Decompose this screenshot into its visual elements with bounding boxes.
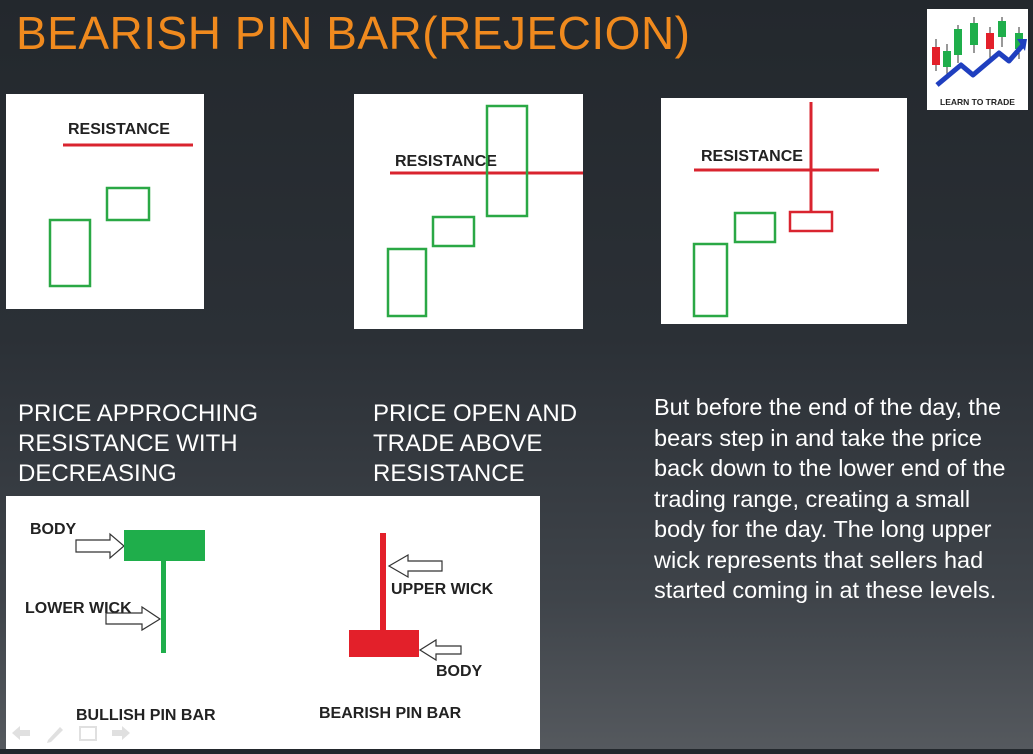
back-arrow-icon[interactable]	[12, 726, 30, 740]
bullish-body-label: BODY	[30, 521, 77, 538]
candle-3	[485, 104, 529, 218]
description-text: But before the end of the day, the bears…	[654, 394, 1006, 603]
candle-2	[431, 215, 476, 248]
caption-above: PRICE OPEN AND TRADE ABOVE RESISTANCE	[373, 400, 578, 487]
resistance-label: RESISTANCE	[68, 121, 170, 138]
logo-text: LEARN TO TRADE	[940, 97, 1015, 107]
bearish-body-label: BODY	[436, 663, 483, 680]
arrow-right-icon	[105, 605, 162, 632]
arrow-left-icon	[418, 638, 462, 662]
candle-1	[692, 242, 729, 318]
panel-approaching-resistance: RESISTANCE	[6, 94, 204, 309]
bullish-title: BULLISH PIN BAR	[76, 707, 216, 724]
bearish-upper-wick	[380, 533, 386, 631]
bearish-wick-label: UPPER WICK	[391, 581, 494, 598]
bearish-title: BEARISH PIN BAR	[319, 705, 462, 722]
slideshow-controls	[8, 722, 138, 744]
panel-rejection: RESISTANCE	[661, 98, 907, 324]
bullish-lower-wick	[161, 561, 166, 653]
caption-approaching: PRICE APPROCHING RESISTANCE WITH DECREAS…	[18, 400, 259, 487]
candle-1	[48, 218, 92, 288]
pin-bar-diagram: BODY LOWER WICK BULLISH PIN BAR UPPER WI…	[6, 496, 540, 749]
learn-to-trade-logo: LEARN TO TRADE	[927, 9, 1028, 110]
pen-icon[interactable]	[47, 727, 63, 743]
panel-above-resistance: RESISTANCE	[354, 94, 583, 329]
menu-icon[interactable]	[79, 726, 97, 741]
slide-title: BEARISH PIN BAR(REJECION)	[16, 7, 691, 59]
arrow-left-icon	[387, 553, 443, 579]
resistance-label: RESISTANCE	[395, 153, 497, 170]
forward-arrow-icon[interactable]	[112, 726, 130, 740]
resistance-label: RESISTANCE	[701, 148, 803, 165]
arrow-right-icon	[75, 532, 125, 560]
candle-2	[105, 186, 151, 222]
candle-2	[733, 211, 777, 244]
candlestick-logo-icon	[932, 17, 1027, 87]
bullish-body	[124, 530, 205, 561]
bearish-body	[788, 210, 834, 233]
bearish-body	[349, 630, 419, 657]
bullish-wick-label: LOWER WICK	[25, 600, 132, 617]
candle-1	[386, 247, 428, 318]
